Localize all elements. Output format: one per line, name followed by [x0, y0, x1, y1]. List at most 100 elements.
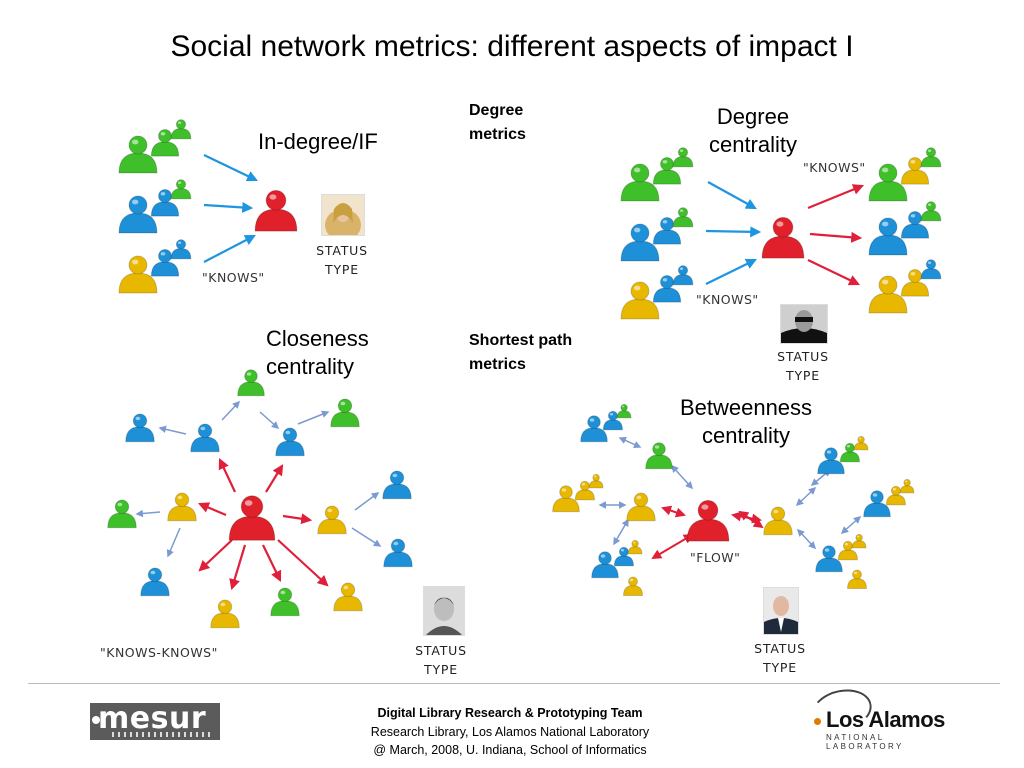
- betweenness-caption: "FLOW": [690, 550, 741, 565]
- bidirectional-arrow: [840, 516, 862, 534]
- degree-metrics-heading: Degree metrics: [469, 102, 526, 143]
- arrow: [221, 400, 241, 421]
- degree-centrality-status-type: STATUS TYPE: [777, 349, 829, 383]
- person-icon: [672, 265, 694, 286]
- arrow: [262, 544, 282, 582]
- arrow: [158, 425, 187, 435]
- betweenness-status-type: STATUS TYPE: [754, 641, 806, 675]
- person-icon: [125, 413, 155, 443]
- mesur-logo: mesur: [90, 701, 220, 740]
- person-icon: [383, 538, 413, 568]
- bidirectional-arrow: [618, 437, 642, 448]
- person-icon: [672, 147, 694, 168]
- person-icon: [652, 216, 682, 245]
- person-icon: [613, 546, 634, 567]
- person-icon: [652, 156, 682, 185]
- closeness-status-type: STATUS TYPE: [415, 643, 467, 677]
- arrow: [265, 464, 284, 493]
- center-person-icon: [686, 499, 730, 542]
- person-icon: [170, 239, 192, 260]
- arrow: [203, 234, 256, 263]
- los-alamos-logo: Los Alamos NATIONAL LABORATORY: [806, 684, 966, 754]
- person-icon: [920, 147, 942, 168]
- person-icon: [620, 281, 660, 320]
- person-icon: [839, 442, 860, 463]
- footer-organization: Research Library, Los Alamos National La…: [370, 724, 650, 739]
- person-icon: [620, 223, 660, 262]
- person-icon: [900, 210, 930, 239]
- person-icon: [591, 551, 619, 579]
- person-icon: [920, 201, 942, 222]
- person-icon: [851, 533, 867, 549]
- person-icon: [330, 398, 360, 428]
- shortest-path-metrics-heading: Shortest path metrics: [469, 332, 573, 373]
- footer-divider: [28, 683, 1000, 684]
- closeness-status-photo: [423, 586, 465, 636]
- person-icon: [817, 447, 845, 475]
- arrow: [282, 513, 313, 525]
- arrow: [705, 258, 757, 285]
- arrow: [218, 458, 236, 493]
- person-icon: [652, 274, 682, 303]
- person-icon: [899, 478, 915, 494]
- closeness-centrality-label: Closeness centrality: [266, 326, 369, 379]
- arrow: [807, 184, 865, 210]
- degree-centrality-caption-bottom: "KNOWS": [696, 292, 759, 307]
- person-icon: [588, 473, 604, 489]
- bidirectional-arrow: [795, 486, 817, 507]
- in-degree-label: In-degree/IF: [258, 129, 378, 154]
- degree-centrality-caption-top: "KNOWS": [803, 160, 866, 175]
- person-icon: [270, 587, 300, 617]
- arrow: [229, 544, 247, 591]
- degree-centrality-label: Degree centrality: [708, 104, 798, 157]
- person-icon: [317, 505, 347, 535]
- person-icon: [620, 163, 660, 202]
- footer-event: @ March, 2008, U. Indiana, School of Inf…: [373, 743, 647, 757]
- person-icon: [275, 427, 305, 457]
- person-icon: [900, 268, 930, 297]
- person-icon: [763, 506, 793, 536]
- person-icon: [190, 423, 220, 453]
- person-icon: [210, 599, 240, 629]
- bidirectional-arrow: [796, 528, 817, 550]
- person-icon: [627, 539, 643, 555]
- arrow: [297, 410, 330, 425]
- person-icon: [868, 275, 908, 314]
- arrow: [351, 527, 382, 547]
- footer-team: Digital Library Research & Prototyping T…: [377, 706, 643, 720]
- center-person-icon: [761, 216, 805, 259]
- arrow: [809, 231, 863, 243]
- arrow: [705, 226, 762, 238]
- person-icon: [868, 163, 908, 202]
- person-icon: [552, 485, 580, 513]
- person-icon: [333, 582, 363, 612]
- bidirectional-arrow: [613, 518, 629, 546]
- in-degree-status-type: STATUS TYPE: [316, 243, 368, 277]
- arrow: [166, 527, 181, 558]
- in-degree-caption: "KNOWS": [202, 270, 265, 285]
- person-icon: [118, 195, 158, 234]
- person-icon: [237, 369, 265, 397]
- center-person-icon: [254, 189, 298, 232]
- person-icon: [150, 188, 180, 217]
- bidirectional-arrow: [651, 533, 694, 560]
- betweenness-centrality-label: Betweenness centrality: [679, 395, 813, 448]
- person-icon: [118, 135, 158, 174]
- person-icon: [107, 499, 137, 529]
- person-icon: [616, 403, 632, 419]
- person-icon: [853, 435, 869, 451]
- person-icon: [150, 128, 180, 157]
- person-icon: [118, 255, 158, 294]
- person-icon: [580, 415, 608, 443]
- arrow: [203, 154, 258, 182]
- arrow: [707, 181, 757, 210]
- arrow: [807, 259, 860, 286]
- person-icon: [140, 567, 170, 597]
- person-icon: [170, 119, 192, 140]
- arrow: [259, 411, 280, 429]
- person-icon: [920, 259, 942, 280]
- person-icon: [382, 470, 412, 500]
- bidirectional-arrow: [661, 505, 686, 518]
- person-icon: [846, 569, 868, 589]
- person-icon: [868, 217, 908, 256]
